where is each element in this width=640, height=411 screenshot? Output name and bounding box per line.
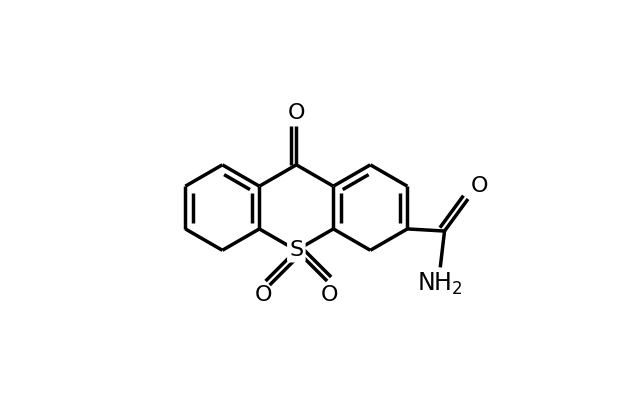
Text: S: S (289, 240, 303, 260)
Text: O: O (471, 176, 489, 196)
Text: NH$_2$: NH$_2$ (417, 271, 463, 298)
Text: O: O (287, 103, 305, 122)
Text: O: O (321, 285, 339, 305)
Text: O: O (254, 285, 272, 305)
